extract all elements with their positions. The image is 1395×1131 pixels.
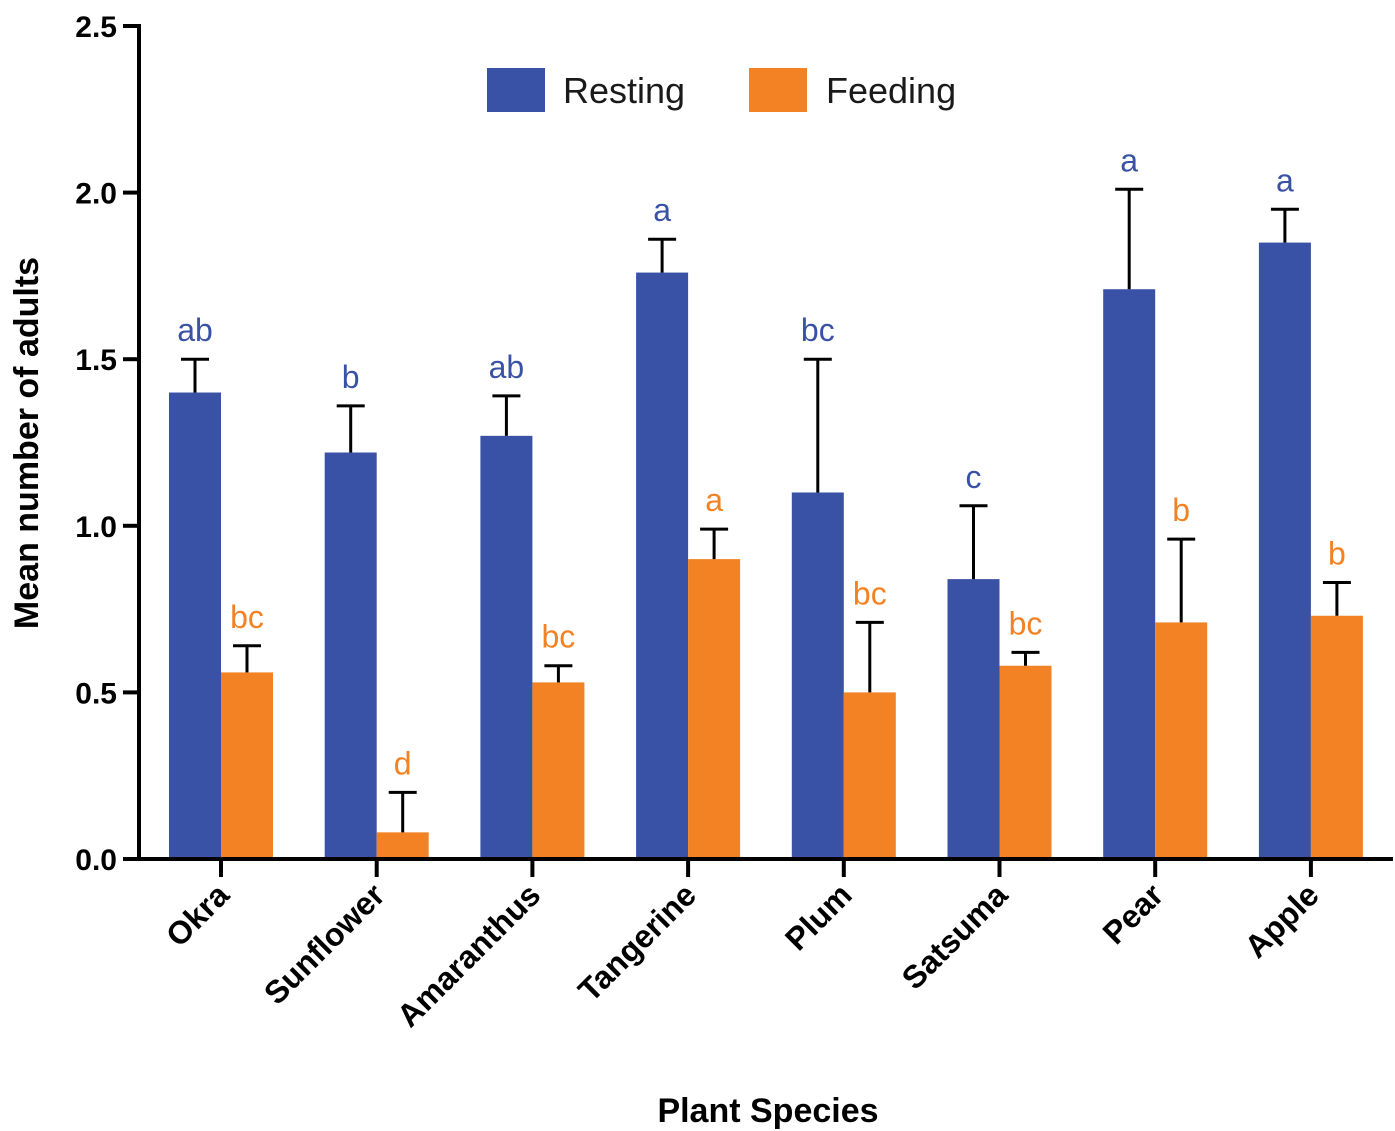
x-tick-label-plum: Plum [778,876,859,957]
bar-feeding-apple [1311,616,1363,859]
y-tick-label-0.0: 0.0 [75,844,117,877]
bar-resting-pear [1103,289,1155,859]
y-tick-label-1.0: 1.0 [75,511,117,544]
sig-letter-resting-plum: bc [801,312,835,348]
bar-feeding-sunflower [377,832,429,859]
bars-layer [169,243,1363,859]
sig-letter-resting-pear: a [1120,142,1138,178]
sig-letter-feeding-satsuma: bc [1009,605,1043,641]
legend-swatch-resting [487,68,545,112]
legend-label-resting: Resting [563,70,685,111]
y-tick-label-2.5: 2.5 [75,11,117,44]
bar-resting-okra [169,393,221,859]
sig-letter-feeding-sunflower: d [394,745,412,781]
sig-letter-feeding-apple: b [1328,535,1346,571]
sig-letter-feeding-pear: b [1172,492,1190,528]
bar-resting-satsuma [948,579,1000,859]
sig-letter-feeding-amaranthus: bc [542,619,576,655]
legend-label-feeding: Feeding [826,70,956,111]
sig-letter-resting-satsuma: c [966,459,982,495]
bar-feeding-pear [1155,622,1207,859]
bar-resting-sunflower [325,452,377,859]
sig-letter-resting-okra: ab [177,312,213,348]
bar-feeding-plum [844,692,896,859]
sig-letter-resting-tangerine: a [653,192,671,228]
x-axis-title: Plant Species [657,1092,878,1130]
y-axis-title: Mean number of adults [8,257,46,629]
y-tick-label-1.5: 1.5 [75,344,117,377]
bar-feeding-tangerine [688,559,740,859]
y-tick-label-0.5: 0.5 [75,677,117,710]
x-tick-label-amaranthus: Amaranthus [390,876,547,1033]
x-tick-label-pear: Pear [1096,876,1171,951]
x-tick-label-tangerine: Tangerine [571,876,703,1008]
sig-letter-resting-sunflower: b [342,359,360,395]
legend-swatch-feeding [749,68,807,112]
legend: Resting Feeding [487,68,956,112]
sig-letter-feeding-plum: bc [853,575,887,611]
bar-resting-apple [1259,243,1311,859]
x-tick-label-apple: Apple [1238,876,1326,964]
axes-layer: 0.0 0.5 1.0 1.5 2.0 2.5 Okra SunflowerAmaranthu… [75,11,1393,1034]
bar-feeding-okra [221,672,273,859]
sig-letter-feeding-okra: bc [230,599,264,635]
sig-letter-resting-amaranthus: ab [489,349,525,385]
x-tick-label-okra: Okra [159,876,236,953]
bar-feeding-satsuma [1000,666,1052,859]
sig-letter-resting-apple: a [1276,162,1294,198]
sig-letter-feeding-tangerine: a [705,482,723,518]
bar-resting-plum [792,492,844,859]
x-tick-label-sunflower: Sunflower [257,876,392,1011]
y-tick-label-2.0: 2.0 [75,178,117,211]
x-tick-label-satsuma: Satsuma [895,876,1015,996]
bar-resting-amaranthus [480,436,532,859]
bar-resting-tangerine [636,273,688,859]
bar-feeding-amaranthus [532,682,584,859]
